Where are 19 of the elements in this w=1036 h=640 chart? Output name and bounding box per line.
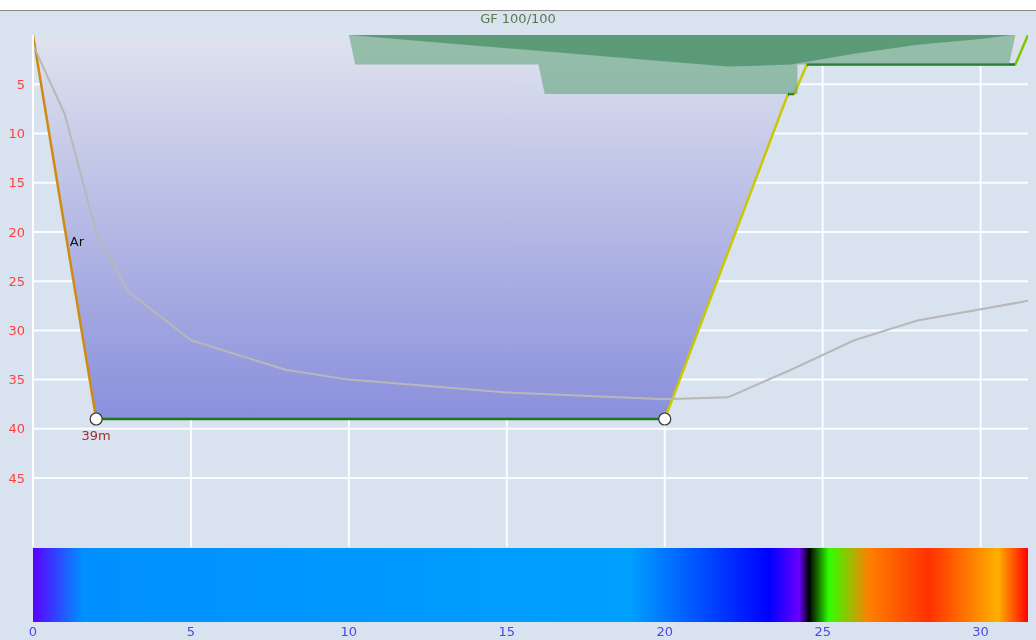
y-tick-label: 20 bbox=[8, 224, 25, 240]
x-tick-label: 25 bbox=[814, 624, 831, 640]
y-tick-label: 10 bbox=[8, 126, 25, 142]
y-tick-label: 40 bbox=[8, 421, 25, 437]
y-tick-label: 15 bbox=[8, 175, 25, 191]
x-tick-label: 30 bbox=[972, 624, 989, 640]
y-tick-label: 35 bbox=[8, 372, 25, 388]
x-tick-label: 20 bbox=[656, 624, 674, 640]
annotation: Ar bbox=[69, 234, 85, 250]
annotation: 39m bbox=[81, 428, 111, 444]
y-tick-label: 45 bbox=[8, 470, 25, 486]
y-tick-label: 25 bbox=[8, 273, 25, 289]
chart-title: GF 100/100 bbox=[479, 11, 557, 26]
x-tick-label: 10 bbox=[340, 624, 358, 640]
x-tick-label: 5 bbox=[186, 624, 196, 640]
x-tick-label: 15 bbox=[498, 624, 516, 640]
y-tick-label: 30 bbox=[8, 323, 25, 338]
x-tick-label: 0 bbox=[28, 624, 38, 640]
y-tick-label: 5 bbox=[16, 76, 25, 92]
